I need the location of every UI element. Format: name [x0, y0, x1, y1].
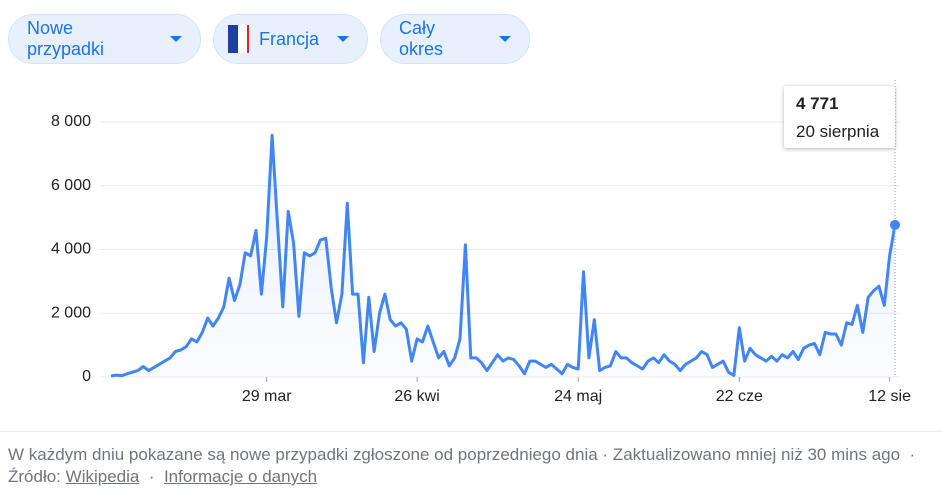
tooltip-value: 4 771	[796, 94, 839, 113]
period-label: Cały okres	[399, 18, 444, 59]
x-tick-label: 24 maj	[554, 388, 602, 405]
country-label: Francja	[258, 28, 319, 49]
footer: W każdym dniu pokazane są nowe przypadki…	[0, 431, 942, 488]
area	[111, 135, 895, 377]
caret	[337, 36, 349, 42]
country-dropdown[interactable]: Francja	[213, 14, 368, 64]
y-tick-label: 0	[82, 368, 91, 385]
highlight-point	[890, 219, 900, 230]
period-dropdown[interactable]: Cały okres	[380, 14, 530, 64]
y-tick-label: 8 000	[51, 113, 91, 130]
separator: ·	[148, 467, 155, 486]
flag	[228, 25, 249, 53]
separator: ·	[909, 445, 916, 464]
tooltip-date: 20 sierpnia	[796, 122, 880, 141]
x-tick-label: 12 sie	[868, 388, 911, 405]
chart: 0 2 000 4 000 6 000 8 000 29 mar 26 kwi 24 maj 2…	[51, 80, 911, 405]
y-tick-label: 2 000	[51, 304, 91, 321]
caret	[170, 36, 182, 42]
about-link[interactable]: Informacje o danych	[163, 467, 318, 486]
y-tick-label: 4 000	[51, 241, 91, 258]
x-tick-label: 26 kwi	[394, 388, 439, 405]
line	[110, 133, 897, 378]
x-tick-label: 29 mar	[242, 388, 292, 405]
metric-label: Nowe przypadki	[27, 18, 105, 59]
tooltip: 4 771 20 sierpnia	[784, 86, 895, 148]
footer-note: W każdym dniu pokazane są nowe przypadki…	[8, 445, 901, 464]
metric-dropdown[interactable]: Nowe przypadki	[8, 14, 201, 64]
caret	[499, 36, 511, 42]
source-label: Źródło:	[8, 467, 61, 486]
source-link[interactable]: Wikipedia	[65, 467, 140, 486]
y-tick-label: 6 000	[51, 177, 91, 194]
x-tick-label: 22 cze	[716, 388, 763, 405]
